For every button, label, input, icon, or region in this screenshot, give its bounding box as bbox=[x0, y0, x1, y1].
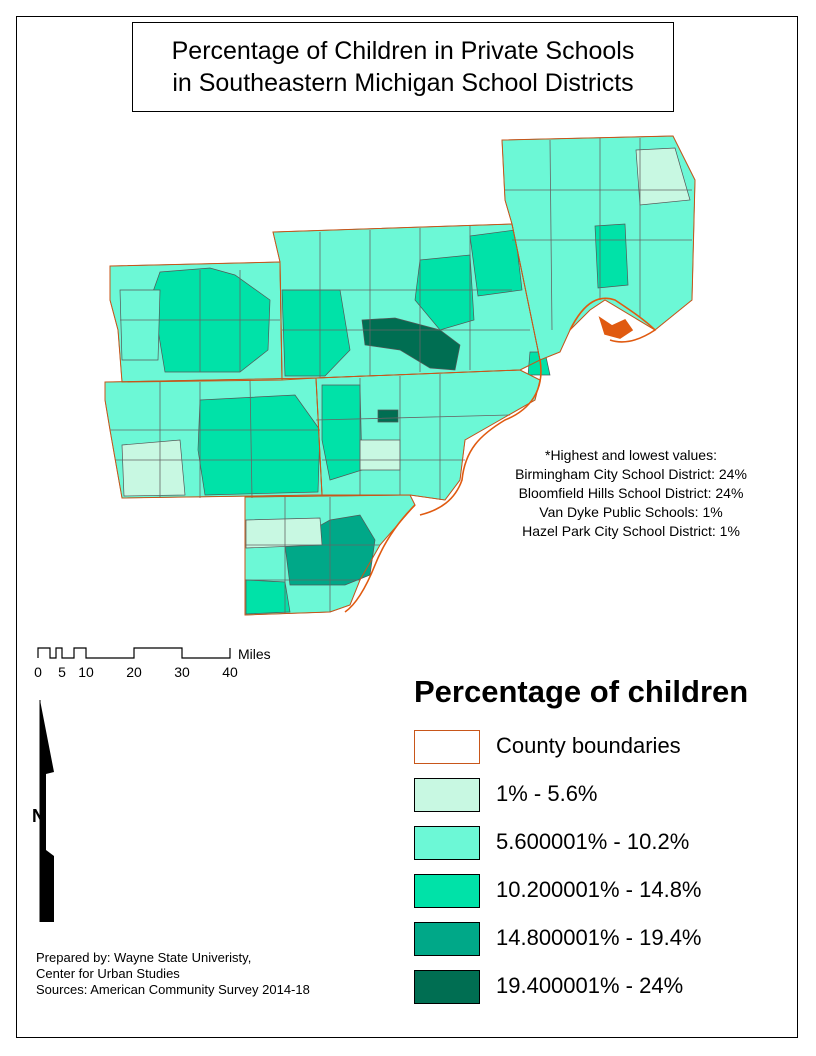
scale-bar: 0 5 10 20 30 40 Miles bbox=[30, 640, 290, 684]
scale-units: Miles bbox=[238, 646, 271, 662]
note-item: Bloomfield Hills School District: 24% bbox=[518, 485, 744, 501]
scale-tick-5: 5 bbox=[58, 664, 66, 680]
district-boundaries bbox=[110, 138, 692, 614]
district bbox=[469, 229, 523, 297]
district bbox=[119, 289, 161, 361]
legend-label: 10.200001% - 14.8% bbox=[496, 877, 702, 902]
legend-item-class-2: 5.600001% - 10.2% bbox=[414, 826, 814, 862]
north-arrow-icon: N bbox=[32, 700, 54, 922]
credits-line: Center for Urban Studies bbox=[36, 966, 180, 981]
notes-heading: *Highest and lowest values: bbox=[545, 447, 717, 463]
map-frame bbox=[16, 16, 798, 1038]
note-item: Birmingham City School District: 24% bbox=[515, 466, 747, 482]
district bbox=[377, 409, 399, 423]
legend-label: 5.600001% - 10.2% bbox=[496, 829, 690, 854]
county-boundaries bbox=[104, 135, 696, 616]
north-label: N bbox=[32, 806, 45, 826]
title-line-2: in Southeastern Michigan School District… bbox=[172, 69, 634, 97]
highest-lowest-notes: *Highest and lowest values: Birmingham C… bbox=[496, 446, 766, 541]
district bbox=[245, 517, 323, 549]
legend-label: 1% - 5.6% bbox=[496, 781, 598, 806]
note-item: Van Dyke Public Schools: 1% bbox=[539, 504, 723, 520]
district bbox=[321, 384, 363, 481]
district-fills bbox=[104, 135, 696, 616]
note-item: Hazel Park City School District: 1% bbox=[522, 523, 740, 539]
legend-item-class-3: 10.200001% - 14.8% bbox=[414, 874, 814, 910]
legend-label: County boundaries bbox=[496, 733, 681, 758]
district bbox=[359, 439, 401, 471]
scale-tick-20: 20 bbox=[126, 664, 142, 680]
scale-tick-0: 0 bbox=[34, 664, 42, 680]
district bbox=[121, 439, 186, 497]
title-line-1: Percentage of Children in Private School… bbox=[171, 37, 635, 65]
district-birmingham-bloomfield bbox=[361, 317, 461, 371]
legend-title: Percentage of children bbox=[414, 674, 749, 709]
district bbox=[635, 147, 691, 206]
credits: Prepared by: Wayne State Univeristy, Cen… bbox=[36, 950, 310, 998]
lake-st-clair bbox=[344, 297, 657, 613]
legend-swatch bbox=[414, 874, 480, 908]
scale-tick-10: 10 bbox=[78, 664, 94, 680]
credits-line: Prepared by: Wayne State Univeristy, bbox=[36, 950, 252, 965]
legend-item-class-1: 1% - 5.6% bbox=[414, 778, 814, 814]
scale-tick-40: 40 bbox=[222, 664, 238, 680]
district bbox=[245, 579, 291, 615]
legend-item-class-4: 14.800001% - 19.4% bbox=[414, 922, 814, 958]
legend-swatch bbox=[414, 826, 480, 860]
credits-line: Sources: American Community Survey 2014-… bbox=[36, 982, 310, 997]
legend-swatch bbox=[414, 778, 480, 812]
legend-swatch bbox=[414, 970, 480, 1004]
legend-label: 14.800001% - 19.4% bbox=[496, 925, 702, 950]
map-title: Percentage of Children in Private School… bbox=[132, 22, 674, 112]
scale-tick-30: 30 bbox=[174, 664, 190, 680]
legend-swatch bbox=[414, 730, 480, 764]
legend-label: 19.400001% - 24% bbox=[496, 973, 684, 998]
legend-swatch bbox=[414, 922, 480, 956]
district bbox=[197, 394, 321, 496]
district bbox=[414, 254, 475, 331]
scale-bar-graphic bbox=[37, 647, 231, 659]
legend-item-class-5: 19.400001% - 24% bbox=[414, 970, 814, 1006]
legend-item-county-boundaries: County boundaries bbox=[414, 730, 814, 766]
